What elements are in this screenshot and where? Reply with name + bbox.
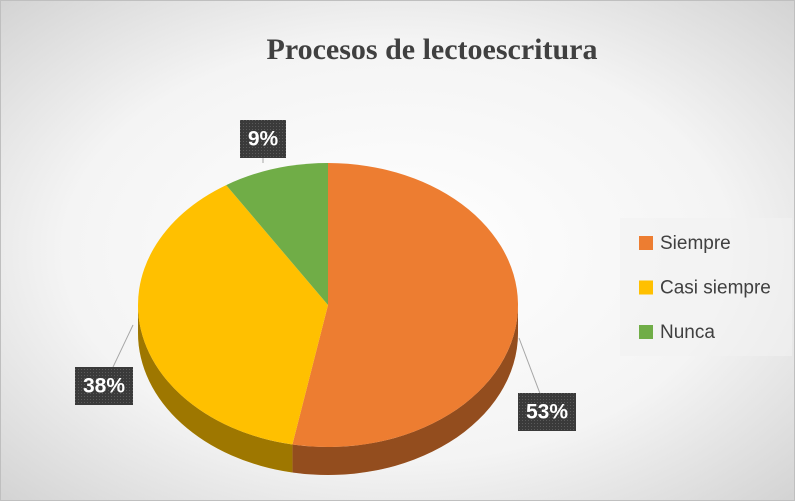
label-box (240, 120, 286, 158)
legend-swatch (639, 325, 653, 339)
data-label: 9% (248, 128, 279, 151)
pie-slice (138, 185, 328, 445)
label-box (518, 393, 576, 431)
slice-side (137, 305, 293, 473)
data-label: 53% (526, 401, 568, 424)
slice-side-shade (137, 305, 293, 473)
slice-side-shade (292, 305, 518, 475)
legend-label: Siempre (660, 233, 731, 254)
legend-swatch (639, 280, 653, 295)
chart-title: Procesos de lectoescritura (267, 33, 598, 66)
pie-slice (292, 163, 518, 447)
legend-swatch (639, 236, 653, 250)
slice-side (292, 305, 518, 475)
legend-label: Casi siempre (660, 278, 771, 299)
data-label: 38% (83, 375, 125, 398)
legend-label: Nunca (660, 322, 715, 343)
pie-slice (226, 163, 328, 305)
label-box (75, 367, 133, 405)
